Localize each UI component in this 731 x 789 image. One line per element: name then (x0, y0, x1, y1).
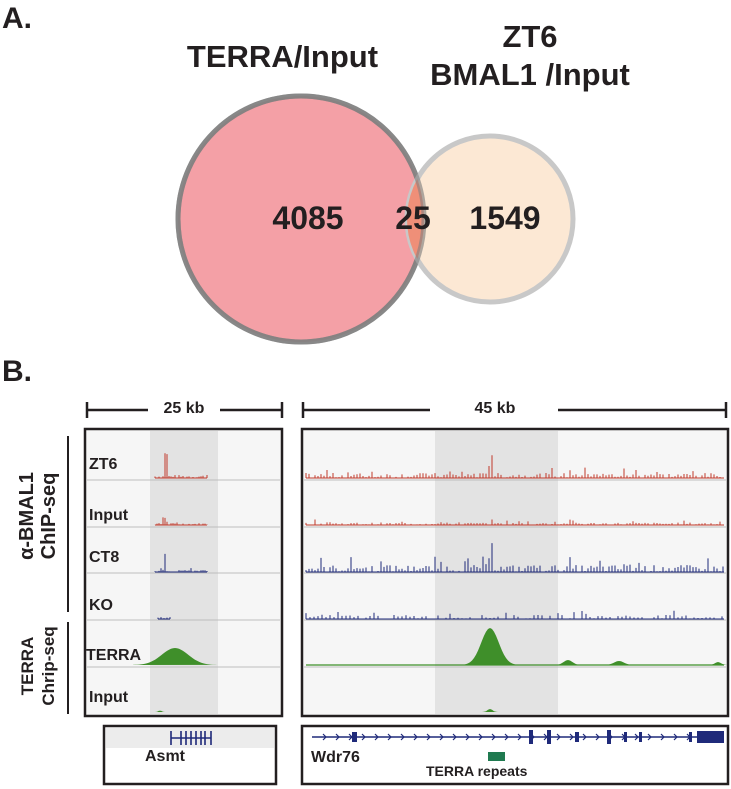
chirp-group-label-line1: TERRA (18, 636, 37, 696)
right-terra-input-bump (482, 709, 498, 712)
right-terra-minor-3 (708, 662, 728, 665)
track-label-ko: KO (89, 597, 113, 614)
left-ko-signal (157, 617, 171, 620)
left-ct8-signal (154, 553, 208, 573)
track-label-input-bmal1: Input (89, 507, 129, 524)
right-scale-label: 45 kb (474, 400, 516, 417)
gene-label-wdr76: Wdr76 (311, 749, 360, 766)
right-gene-panel (300, 724, 730, 786)
right-zt6-signal (305, 455, 724, 479)
panel-a-label: A. (2, 2, 32, 35)
venn-left-count: 4085 (272, 200, 344, 236)
venn-right-title-line2: BMAL1 /Input (430, 57, 630, 92)
track-label-terra: TERRA (86, 647, 142, 664)
chirp-group-label-line2: Chrip-seq (39, 626, 58, 706)
venn-right-title-line1: ZT6 (502, 19, 558, 54)
track-label-input-terra: Input (89, 689, 129, 706)
track-label-ct8: CT8 (89, 549, 120, 566)
venn-overlap-count: 25 (395, 200, 431, 236)
track-label-zt6: ZT6 (89, 456, 118, 473)
terra-repeats-label: TERRA repeats (426, 763, 528, 779)
right-terra-peak (462, 628, 518, 665)
left-input-signal (154, 517, 208, 526)
right-ct8-signal (305, 543, 724, 573)
scale-bars (85, 402, 728, 418)
asmt-gene-model (170, 731, 212, 745)
chip-group-label-line2: ChIP-seq (38, 472, 60, 560)
left-terra-input-bump (155, 710, 165, 712)
chip-group-label-line1: α-BMAL1 (16, 472, 38, 560)
gene-label-asmt: Asmt (145, 748, 186, 765)
venn-right-count: 1549 (469, 200, 541, 236)
panel-b-label: B. (2, 355, 32, 388)
right-input-signal (305, 519, 724, 526)
left-terra-signal (133, 648, 217, 665)
left-zt6-signal (154, 453, 208, 479)
right-terra-minor-1 (554, 660, 582, 665)
venn-left-title: TERRA/Input (186, 39, 379, 74)
right-ko-signal (305, 610, 724, 620)
right-terra-minor-2 (603, 661, 635, 665)
terra-repeats-marker (488, 752, 505, 761)
left-scale-label: 25 kb (163, 400, 205, 417)
